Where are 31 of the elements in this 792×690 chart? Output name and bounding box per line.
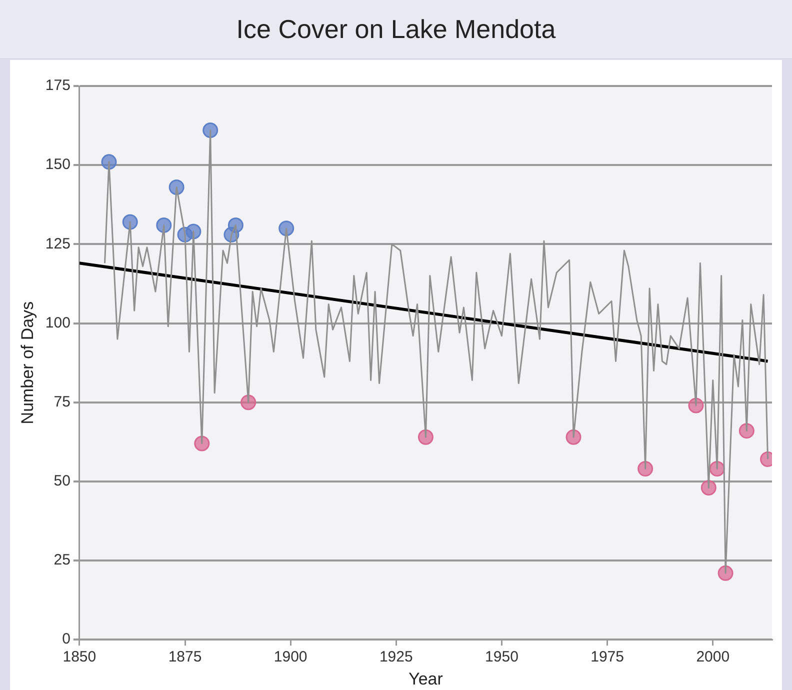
x-tick-label: 1950 <box>485 648 518 666</box>
x-tick-label: 2000 <box>696 648 730 666</box>
y-tick-label: 75 <box>54 393 70 410</box>
chart-title: Ice Cover on Lake Mendota <box>0 0 792 58</box>
point <box>156 217 172 233</box>
point <box>718 565 734 581</box>
y-tick-label: 150 <box>45 156 70 174</box>
point <box>638 461 654 477</box>
y-tick-label: 0 <box>62 630 70 648</box>
y-tick-label: 125 <box>45 235 70 252</box>
point <box>688 398 704 414</box>
y-tick-label: 100 <box>45 314 70 332</box>
point <box>418 429 434 445</box>
point <box>122 214 138 230</box>
point <box>194 436 210 452</box>
x-tick-label: 1900 <box>274 648 308 666</box>
point <box>240 394 256 410</box>
point <box>738 423 754 439</box>
point <box>101 154 117 170</box>
x-tick-label: 1975 <box>590 648 624 666</box>
point <box>700 480 716 496</box>
point <box>186 224 202 240</box>
x-axis-title: Year <box>408 669 444 688</box>
y-axis-title: Number of Days <box>18 301 37 424</box>
x-tick-label: 1925 <box>379 648 413 666</box>
y-tick-label: 25 <box>54 552 70 569</box>
y-tick-label: 175 <box>45 77 70 94</box>
y-tick-label: 50 <box>54 472 70 490</box>
x-tick-label: 1850 <box>62 648 96 666</box>
x-tick-label: 1875 <box>168 648 202 666</box>
point <box>202 122 218 138</box>
